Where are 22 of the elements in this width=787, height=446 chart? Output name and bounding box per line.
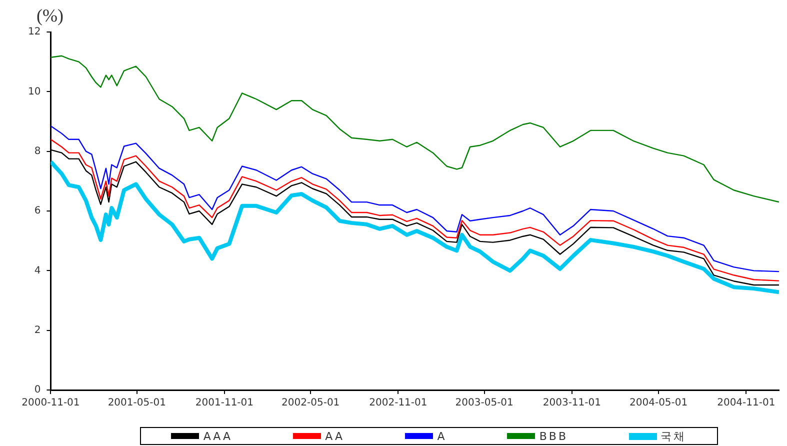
y-tick-label: 4 bbox=[34, 265, 41, 276]
x-tick-label: 2001-11-01 bbox=[195, 398, 254, 409]
legend-label: 국채 bbox=[660, 428, 687, 444]
x-tick-label: 2004-05-01 bbox=[630, 398, 688, 409]
y-axis-title: (%) bbox=[36, 6, 64, 26]
y-tick-label: 8 bbox=[34, 146, 41, 157]
x-tick-label: 2002-11-01 bbox=[369, 398, 428, 409]
y-tick-label: 12 bbox=[28, 26, 41, 38]
y-tick-label: 0 bbox=[34, 384, 41, 396]
x-tick-label: 2002-05-01 bbox=[282, 398, 340, 409]
legend-label: A bbox=[437, 430, 447, 442]
legend-label: BBB bbox=[539, 430, 568, 442]
y-tick-label: 10 bbox=[28, 86, 41, 98]
legend-label: AA bbox=[325, 430, 345, 442]
legend-label: AAA bbox=[203, 430, 233, 442]
y-tick-label: 2 bbox=[34, 324, 41, 336]
x-tick-label: 2003-11-01 bbox=[542, 398, 602, 409]
y-tick-label: 6 bbox=[34, 206, 41, 217]
x-tick-label: 2001-05-01 bbox=[108, 398, 166, 409]
x-tick-label: 2003-05-01 bbox=[455, 398, 514, 409]
x-tick-label: 2004-11-01 bbox=[717, 398, 776, 409]
x-tick-label: 2000-11-01 bbox=[22, 398, 80, 409]
